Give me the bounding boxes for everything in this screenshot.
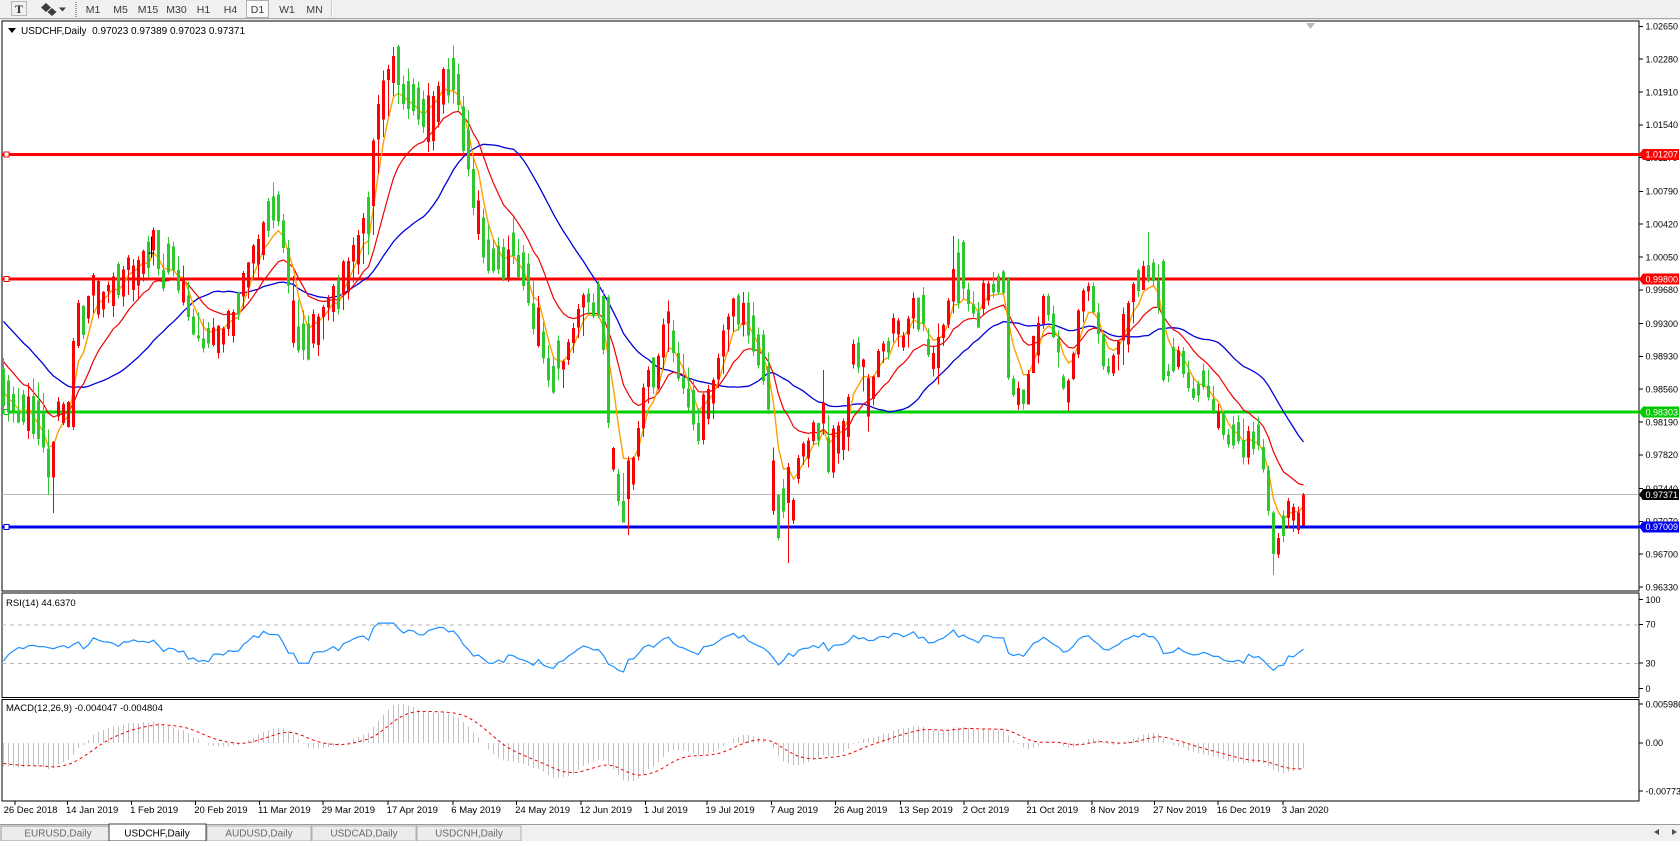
svg-text:T: T: [15, 2, 23, 16]
svg-text:USDCHF,Daily: USDCHF,Daily: [124, 829, 190, 840]
svg-text:1.02650: 1.02650: [1646, 22, 1679, 32]
svg-text:17 Apr 2019: 17 Apr 2019: [387, 805, 438, 816]
svg-text:20 Feb 2019: 20 Feb 2019: [194, 805, 247, 816]
svg-text:-0.00773: -0.00773: [1646, 786, 1680, 796]
svg-text:16 Dec 2019: 16 Dec 2019: [1217, 805, 1271, 816]
svg-text:21 Oct 2019: 21 Oct 2019: [1026, 805, 1078, 816]
svg-text:14 Jan 2019: 14 Jan 2019: [66, 805, 118, 816]
svg-text:70: 70: [1646, 620, 1656, 630]
svg-text:0.97371: 0.97371: [1646, 490, 1679, 500]
svg-text:M30: M30: [166, 4, 187, 16]
svg-text:1.01910: 1.01910: [1646, 87, 1679, 97]
svg-text:USDCHF,Daily 0.97023 0.97389: USDCHF,Daily 0.97023 0.97389 0.97023 0.9…: [21, 26, 245, 37]
svg-text:D1: D1: [251, 4, 265, 16]
svg-text:2 Oct 2019: 2 Oct 2019: [963, 805, 1009, 816]
svg-text:29 Mar 2019: 29 Mar 2019: [322, 805, 375, 816]
svg-text:1.00790: 1.00790: [1646, 187, 1679, 197]
svg-text:0.99300: 0.99300: [1646, 319, 1679, 329]
svg-text:19 Jul 2019: 19 Jul 2019: [706, 805, 755, 816]
svg-text:M15: M15: [138, 4, 159, 16]
svg-text:0.99800: 0.99800: [1646, 274, 1679, 284]
svg-text:RSI(14) 44.6370: RSI(14) 44.6370: [6, 598, 76, 609]
svg-text:0.98560: 0.98560: [1646, 384, 1679, 394]
svg-text:0.99680: 0.99680: [1646, 285, 1679, 295]
svg-text:30: 30: [1646, 659, 1656, 669]
svg-text:1 Feb 2019: 1 Feb 2019: [130, 805, 178, 816]
svg-text:1.01540: 1.01540: [1646, 120, 1679, 130]
svg-text:26 Dec 2018: 26 Dec 2018: [4, 805, 58, 816]
svg-text:11 Mar 2019: 11 Mar 2019: [258, 805, 311, 816]
svg-text:0.97820: 0.97820: [1646, 450, 1679, 460]
svg-text:0.96330: 0.96330: [1646, 582, 1679, 592]
svg-text:EURUSD,Daily: EURUSD,Daily: [24, 829, 91, 840]
svg-text:MN: MN: [306, 4, 322, 16]
svg-text:1.00050: 1.00050: [1646, 252, 1679, 262]
svg-text:26 Aug 2019: 26 Aug 2019: [834, 805, 887, 816]
svg-text:0.00: 0.00: [1646, 738, 1664, 748]
svg-text:100: 100: [1646, 595, 1661, 605]
svg-text:1.02280: 1.02280: [1646, 55, 1679, 65]
svg-text:27 Nov 2019: 27 Nov 2019: [1153, 805, 1207, 816]
svg-text:0.96700: 0.96700: [1646, 549, 1679, 559]
svg-text:W1: W1: [279, 4, 295, 16]
svg-text:12 Jun 2019: 12 Jun 2019: [580, 805, 632, 816]
svg-text:M5: M5: [113, 4, 128, 16]
svg-text:1.01207: 1.01207: [1646, 150, 1679, 160]
svg-text:USDCNH,Daily: USDCNH,Daily: [435, 829, 503, 840]
svg-text:0.005986: 0.005986: [1646, 699, 1680, 709]
svg-text:3 Jan 2020: 3 Jan 2020: [1282, 805, 1329, 816]
svg-text:1.00420: 1.00420: [1646, 220, 1679, 230]
svg-text:0.98930: 0.98930: [1646, 352, 1679, 362]
svg-text:AUDUSD,Daily: AUDUSD,Daily: [225, 829, 292, 840]
svg-text:MACD(12,26,9) -0.004047 -0.004: MACD(12,26,9) -0.004047 -0.004804: [6, 703, 163, 714]
svg-text:24 May 2019: 24 May 2019: [515, 805, 570, 816]
svg-text:8 Nov 2019: 8 Nov 2019: [1090, 805, 1139, 816]
svg-text:0.98190: 0.98190: [1646, 417, 1679, 427]
svg-text:0: 0: [1646, 684, 1651, 694]
svg-text:0.98303: 0.98303: [1646, 407, 1679, 417]
svg-text:13 Sep 2019: 13 Sep 2019: [899, 805, 953, 816]
svg-text:H1: H1: [197, 4, 211, 16]
svg-text:6 May 2019: 6 May 2019: [451, 805, 501, 816]
svg-text:H4: H4: [224, 4, 238, 16]
svg-text:0.97009: 0.97009: [1646, 522, 1679, 532]
svg-text:1 Jul 2019: 1 Jul 2019: [644, 805, 688, 816]
svg-text:M1: M1: [86, 4, 101, 16]
svg-text:USDCAD,Daily: USDCAD,Daily: [330, 829, 397, 840]
svg-text:7 Aug 2019: 7 Aug 2019: [770, 805, 818, 816]
